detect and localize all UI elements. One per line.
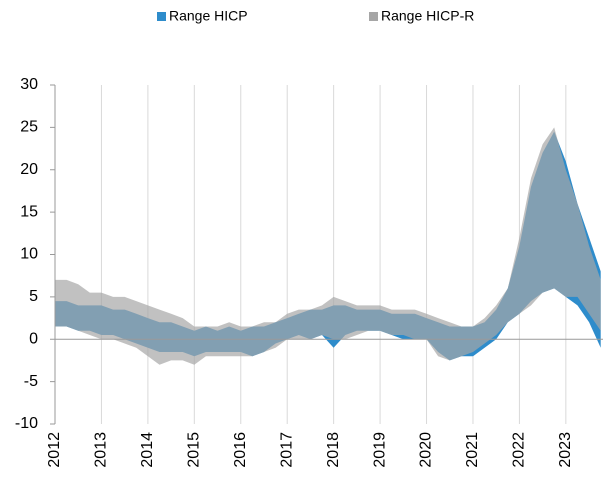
y-tick-label: 20 bbox=[20, 161, 38, 178]
y-tick-label: 25 bbox=[20, 119, 38, 136]
x-tick-label: 2019 bbox=[371, 432, 388, 468]
y-tick-label: -5 bbox=[24, 373, 38, 390]
legend-swatch bbox=[369, 12, 378, 21]
y-tick-label: -10 bbox=[15, 415, 38, 432]
x-tick-label: 2017 bbox=[278, 432, 295, 468]
x-tick-label: 2016 bbox=[232, 432, 249, 468]
x-tick-label: 2015 bbox=[186, 432, 203, 468]
legend-swatch bbox=[157, 12, 166, 21]
x-tick-label: 2012 bbox=[46, 432, 63, 468]
x-tick-label: 2013 bbox=[93, 432, 110, 468]
x-tick-label: 2014 bbox=[139, 432, 156, 468]
x-tick-label: 2023 bbox=[557, 432, 574, 468]
legend-label: Range HICP-R bbox=[381, 8, 474, 24]
y-tick-label: 10 bbox=[20, 246, 38, 263]
range-band bbox=[55, 127, 601, 365]
y-tick-label: 30 bbox=[20, 76, 38, 93]
x-tick-label: 2018 bbox=[325, 432, 342, 468]
y-tick-label: 0 bbox=[29, 330, 38, 347]
x-tick-label: 2020 bbox=[418, 432, 435, 468]
legend-label: Range HICP bbox=[169, 8, 248, 24]
y-tick-label: 15 bbox=[20, 203, 38, 220]
x-tick-label: 2021 bbox=[464, 432, 481, 468]
y-tick-label: 5 bbox=[29, 288, 38, 305]
x-tick-label: 2022 bbox=[511, 432, 528, 468]
